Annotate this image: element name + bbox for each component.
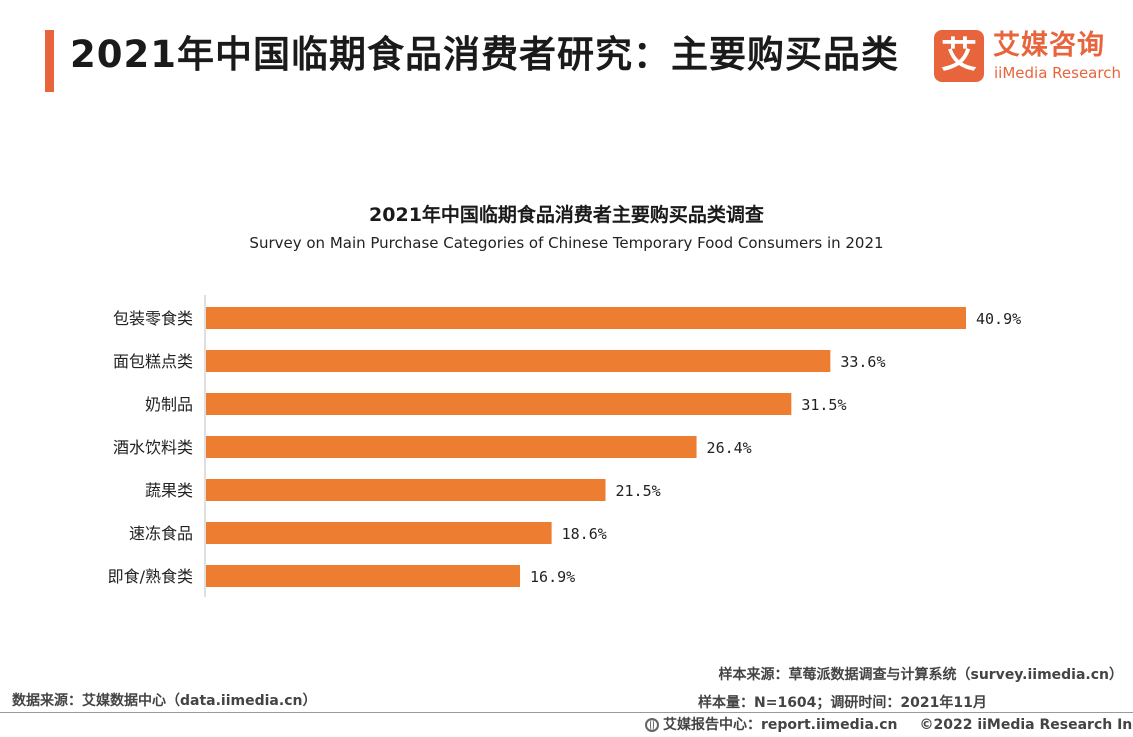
report-center-link[interactable]: 艾媒报告中心：report.iimedia.cn — [663, 717, 898, 733]
bar — [206, 436, 697, 458]
value-label: 26.4% — [707, 439, 752, 457]
brand-logo: 艾 艾媒咨询 iiMedia Research — [934, 30, 1124, 86]
sample-source: 样本来源：草莓派数据调查与计算系统（survey.iimedia.cn） — [718, 667, 1123, 683]
logo-chinese-name: 艾媒咨询 — [993, 30, 1105, 61]
footer: 艾媒报告中心：report.iimedia.cn ©2022 iiMedia Re… — [645, 714, 1133, 734]
category-label: 奶制品 — [145, 395, 193, 414]
bar — [206, 393, 792, 415]
logo-mark: 艾 — [934, 30, 984, 82]
value-label: 16.9% — [530, 568, 575, 586]
page-title: 2021年中国临期食品消费者研究：主要购买品类 — [70, 33, 899, 76]
category-label: 即食/熟食类 — [108, 567, 193, 586]
bar — [206, 479, 606, 501]
bar — [206, 350, 831, 372]
value-label: 40.9% — [976, 310, 1021, 328]
value-label: 33.6% — [840, 353, 885, 371]
globe-icon — [645, 718, 659, 732]
value-label: 31.5% — [801, 396, 846, 414]
value-label: 18.6% — [562, 525, 607, 543]
category-label: 包装零食类 — [113, 309, 193, 328]
logo-english-name: iiMedia Research — [994, 64, 1121, 82]
category-label: 速冻食品 — [129, 524, 193, 543]
bar — [206, 565, 521, 587]
copyright: ©2022 iiMedia Research Inc — [919, 717, 1133, 733]
data-source: 数据来源：艾媒数据中心（data.iimedia.cn） — [12, 693, 317, 709]
value-label: 21.5% — [616, 482, 661, 500]
title-accent-bar — [45, 30, 54, 92]
bar — [206, 522, 552, 544]
sample-info: 样本量：N=1604；调研时间：2021年11月 — [698, 695, 987, 711]
bar-chart: 包装零食类 40.9% 面包糕点类 33.6% 奶制品 31.5% 酒水饮料类 26.4% 蔬果… — [108, 295, 1021, 597]
chart-title: 2021年中国临期食品消费者主要购买品类调查 — [369, 204, 764, 226]
category-label: 面包糕点类 — [113, 352, 193, 371]
chart-subtitle: Survey on Main Purchase Categories of Ch… — [249, 234, 884, 252]
category-label: 蔬果类 — [145, 481, 193, 500]
category-label: 酒水饮料类 — [113, 438, 193, 457]
footer-divider — [0, 712, 1133, 713]
bar — [206, 307, 966, 329]
